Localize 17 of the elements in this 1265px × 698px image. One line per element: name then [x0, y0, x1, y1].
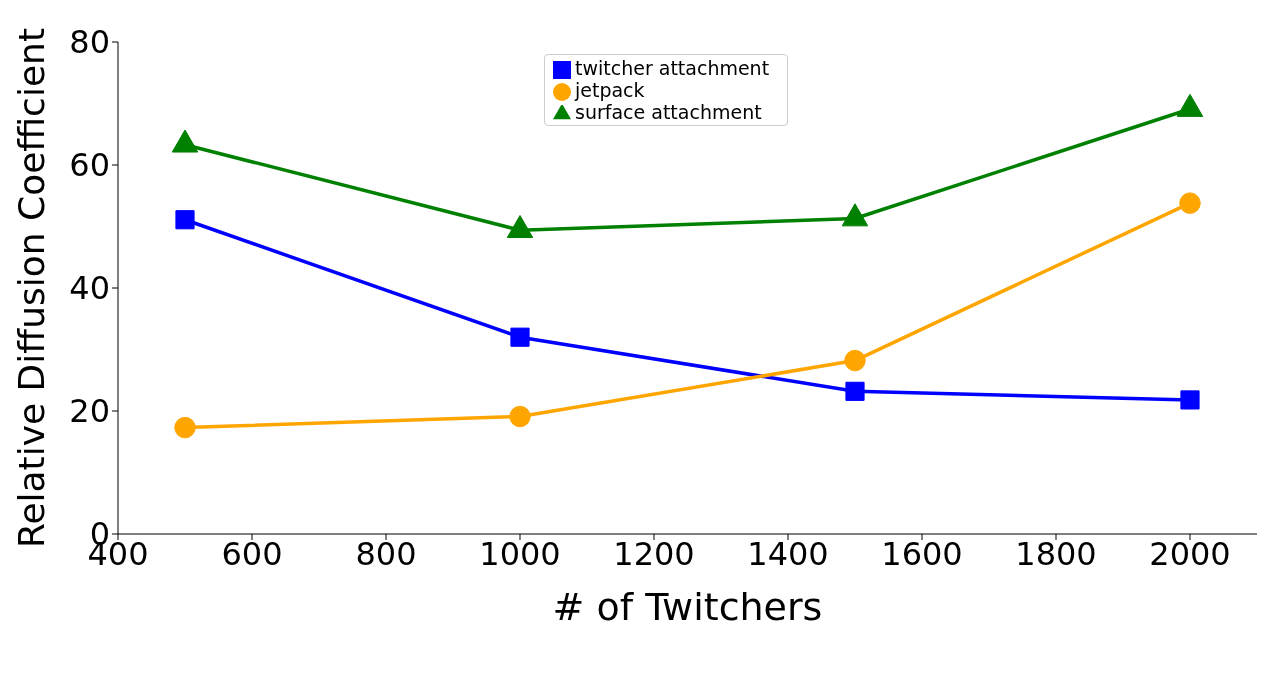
x-tick-label: 800: [355, 534, 417, 573]
legend-label: surface attachment: [575, 101, 762, 123]
x-tick-label: 1800: [1015, 534, 1097, 573]
x-tick-label: 600: [221, 534, 283, 573]
x-tick-label: 1600: [881, 534, 963, 573]
y-tick-label: 20: [69, 392, 110, 431]
y-tick-label: 40: [69, 269, 110, 308]
x-tick-label: 1200: [613, 534, 695, 573]
x-tick-label: 2000: [1149, 534, 1231, 573]
legend-label: twitcher attachment: [575, 57, 770, 79]
y-tick-label: 80: [69, 23, 110, 62]
y-axis-title: Relative Diffusion Coefficient: [11, 28, 52, 548]
legend-label: jetpack: [575, 79, 645, 101]
x-tick-label: 1000: [479, 534, 561, 573]
y-tick-label: 60: [69, 146, 110, 185]
x-tick-label: 1400: [747, 534, 829, 573]
x-axis-title: # of Twitchers: [552, 585, 823, 629]
